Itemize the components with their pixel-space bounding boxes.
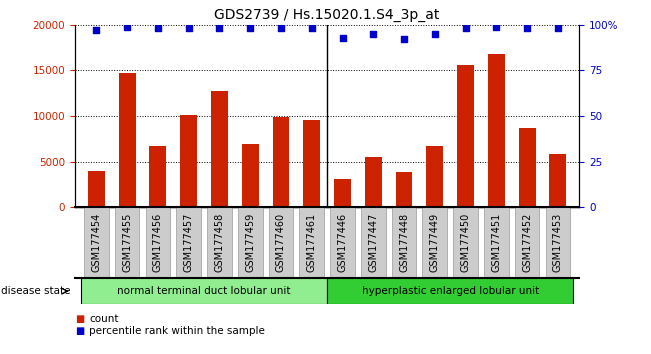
Bar	[88, 171, 105, 207]
Bar	[422, 207, 447, 278]
Bar	[549, 154, 566, 207]
Title: GDS2739 / Hs.15020.1.S4_3p_at: GDS2739 / Hs.15020.1.S4_3p_at	[214, 8, 440, 22]
Text: GSM177447: GSM177447	[368, 213, 378, 272]
Point	[368, 31, 378, 37]
Point	[122, 24, 132, 29]
Point	[184, 25, 194, 31]
Point	[460, 25, 471, 31]
Bar	[457, 65, 474, 207]
Bar	[365, 157, 381, 207]
Text: GSM177461: GSM177461	[307, 213, 317, 272]
Text: disease state: disease state	[1, 286, 70, 296]
Text: GSM177456: GSM177456	[153, 213, 163, 272]
Text: GSM177451: GSM177451	[492, 213, 501, 272]
Point	[491, 24, 501, 29]
Text: percentile rank within the sample: percentile rank within the sample	[89, 326, 265, 336]
Text: GSM177454: GSM177454	[91, 213, 102, 272]
Bar	[211, 91, 228, 207]
Bar	[519, 128, 536, 207]
Point	[307, 25, 317, 31]
Text: normal terminal duct lobular unit: normal terminal duct lobular unit	[117, 286, 291, 296]
Bar	[238, 207, 262, 278]
Bar	[273, 117, 290, 207]
Point	[522, 25, 533, 31]
Bar	[330, 207, 355, 278]
Text: GSM177453: GSM177453	[553, 213, 563, 272]
Bar	[269, 207, 294, 278]
Text: GSM177450: GSM177450	[460, 213, 471, 272]
Bar	[150, 146, 167, 207]
Text: GSM177458: GSM177458	[214, 213, 225, 272]
Point	[399, 36, 409, 42]
Bar	[484, 207, 508, 278]
Point	[91, 27, 102, 33]
Bar	[115, 207, 139, 278]
Text: GSM177452: GSM177452	[522, 213, 532, 272]
Bar	[242, 144, 258, 207]
Bar	[81, 278, 327, 304]
Bar	[327, 278, 574, 304]
Bar	[303, 120, 320, 207]
Bar	[426, 146, 443, 207]
Point	[153, 25, 163, 31]
Bar	[396, 172, 413, 207]
Text: GSM177448: GSM177448	[399, 213, 409, 272]
Bar	[146, 207, 170, 278]
Text: GSM177449: GSM177449	[430, 213, 440, 272]
Point	[430, 31, 440, 37]
Bar	[392, 207, 417, 278]
Bar	[299, 207, 324, 278]
Text: ■: ■	[75, 326, 84, 336]
Bar	[176, 207, 201, 278]
Point	[553, 25, 563, 31]
Bar	[546, 207, 570, 278]
Bar	[515, 207, 540, 278]
Bar	[453, 207, 478, 278]
Point	[214, 25, 225, 31]
Text: GSM177455: GSM177455	[122, 213, 132, 272]
Text: GSM177446: GSM177446	[337, 213, 348, 272]
Bar	[118, 73, 135, 207]
Bar	[334, 179, 351, 207]
Text: ■: ■	[75, 314, 84, 324]
Bar	[84, 207, 109, 278]
Bar	[180, 115, 197, 207]
Text: GSM177460: GSM177460	[276, 213, 286, 272]
Text: count: count	[89, 314, 118, 324]
Bar	[488, 54, 505, 207]
Text: hyperplastic enlarged lobular unit: hyperplastic enlarged lobular unit	[361, 286, 539, 296]
Bar	[361, 207, 385, 278]
Bar	[207, 207, 232, 278]
Text: GSM177459: GSM177459	[245, 213, 255, 272]
Point	[276, 25, 286, 31]
Text: GSM177457: GSM177457	[184, 213, 194, 272]
Point	[337, 35, 348, 40]
Point	[245, 25, 255, 31]
